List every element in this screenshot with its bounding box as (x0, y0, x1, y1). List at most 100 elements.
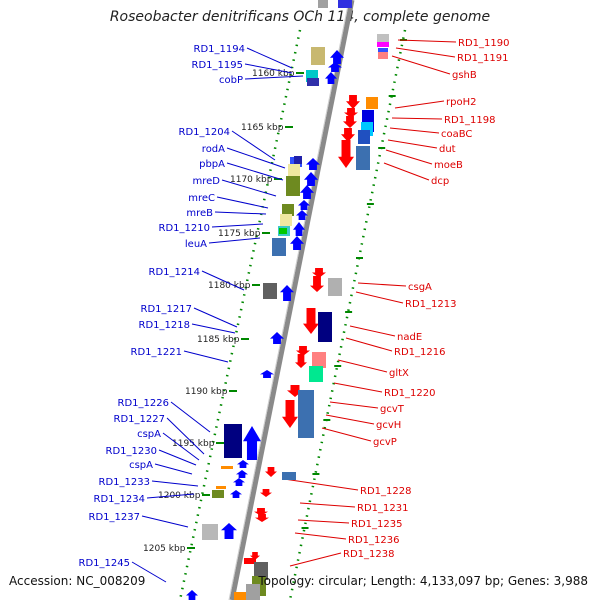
leader-line (357, 282, 407, 287)
gene-feature (344, 108, 358, 118)
accession-label: Accession: NC_008209 (9, 574, 146, 588)
gene-label-rd1-1235: RD1_1235 (351, 519, 402, 530)
leader-line (355, 291, 404, 304)
gene-label-rd1-1217: RD1_1217 (141, 304, 192, 315)
gene-feature (221, 523, 237, 539)
gene-feature (346, 95, 360, 109)
gene-label-rd1-1210: RD1_1210 (159, 223, 210, 234)
gene-feature (298, 390, 314, 438)
leader-line (201, 270, 245, 291)
gene-feature (325, 72, 337, 84)
gene-feature (230, 490, 242, 498)
gene-feature (343, 116, 357, 128)
gene-label-rd1-1230: RD1_1230 (106, 446, 157, 457)
gene-feature (290, 236, 304, 250)
gene-feature (377, 42, 389, 47)
leader-line (383, 162, 430, 181)
gene-label-rd1-1226: RD1_1226 (118, 398, 169, 409)
gene-feature (243, 426, 261, 460)
gene-feature (246, 584, 260, 600)
gene-label-rd1-1228: RD1_1228 (360, 486, 411, 497)
leader-line (151, 480, 199, 487)
gene-feature (282, 472, 296, 480)
leader-line (166, 417, 205, 455)
leader-line (216, 196, 269, 209)
gene-label-gltx: gltX (389, 368, 409, 379)
kbp-label-1160-kbp: 1160 kbp (252, 69, 295, 79)
gene-label-pbpa: pbpA (199, 159, 225, 170)
gene-label-gcvh: gcvH (376, 420, 401, 431)
gene-feature (254, 508, 268, 516)
leader-line (391, 55, 451, 75)
gene-feature (260, 489, 272, 497)
gene-feature (338, 0, 352, 8)
gene-feature (293, 222, 305, 236)
leader-line (395, 47, 456, 58)
gene-feature (270, 332, 284, 344)
left-leader-lines (131, 47, 304, 583)
leader-line (226, 162, 284, 181)
gene-label-cspa: cspA (129, 460, 153, 471)
gene-label-rd1-1236: RD1_1236 (348, 535, 399, 546)
gene-label-rd1-1213: RD1_1213 (405, 299, 456, 310)
gene-feature (358, 130, 370, 144)
gene-feature (233, 478, 245, 486)
leader-line (221, 179, 277, 197)
gene-label-rd1-1190: RD1_1190 (458, 38, 509, 49)
gene-features (186, 0, 389, 600)
gene-feature (303, 308, 319, 334)
right-leader-lines (283, 39, 457, 567)
leader-line (397, 39, 457, 43)
gene-feature (265, 467, 277, 477)
gene-label-rd1-1204: RD1_1204 (179, 127, 230, 138)
gene-feature (366, 97, 378, 109)
gene-feature (356, 146, 370, 170)
gene-feature (186, 590, 198, 600)
gene-label-gcvp: gcvP (373, 437, 397, 448)
gene-feature (202, 524, 218, 540)
gene-feature (296, 210, 308, 220)
gene-label-gshb: gshB (452, 70, 477, 81)
gene-feature (294, 156, 302, 164)
leader-line (226, 147, 286, 169)
gene-feature (216, 486, 226, 489)
gene-feature (287, 385, 303, 397)
leader-line (394, 100, 445, 109)
gene-feature (280, 214, 292, 226)
topology-label: Topology: circular; Length: 4,133,097 bp… (258, 574, 588, 588)
gene-feature (288, 164, 300, 178)
gene-feature (234, 592, 246, 600)
leader-line (333, 382, 383, 393)
gene-feature (310, 276, 324, 292)
leader-line (325, 414, 375, 425)
gene-label-csga: csgA (408, 282, 432, 293)
leader-line (193, 307, 238, 328)
gene-feature (338, 140, 354, 168)
gene-label-rd1-1194: RD1_1194 (194, 44, 245, 55)
leader-line (214, 211, 267, 215)
gene-label-rd1-1216: RD1_1216 (394, 347, 445, 358)
gene-feature (244, 558, 256, 564)
gene-feature (255, 514, 269, 522)
leader-line (391, 117, 443, 120)
gene-label-cobp: cobP (219, 75, 243, 86)
leader-line (289, 552, 342, 567)
leader-line (349, 325, 396, 337)
kbp-label-1170-kbp: 1170 kbp (230, 175, 273, 185)
gene-feature (318, 0, 328, 8)
gene-feature (224, 424, 242, 458)
gene-label-rd1-1234: RD1_1234 (94, 494, 145, 505)
gene-label-moeb: moeB (434, 160, 463, 171)
gene-label-dut: dut (439, 144, 456, 155)
kbp-label-1185-kbp: 1185 kbp (197, 335, 240, 345)
gene-label-dcp: dcp (431, 176, 449, 187)
backbone-line (229, 0, 355, 600)
leader-line (246, 47, 293, 69)
left-gene-labels: RD1_1194 RD1_1195 cobP RD1_1204 rodA pbpA mreD… (79, 44, 245, 569)
leader-line (231, 130, 276, 161)
gene-label-rd1-1220: RD1_1220 (384, 388, 435, 399)
gene-label-leua: leuA (185, 239, 207, 250)
gene-label-roda: rodA (202, 144, 225, 155)
gene-feature (260, 370, 274, 378)
